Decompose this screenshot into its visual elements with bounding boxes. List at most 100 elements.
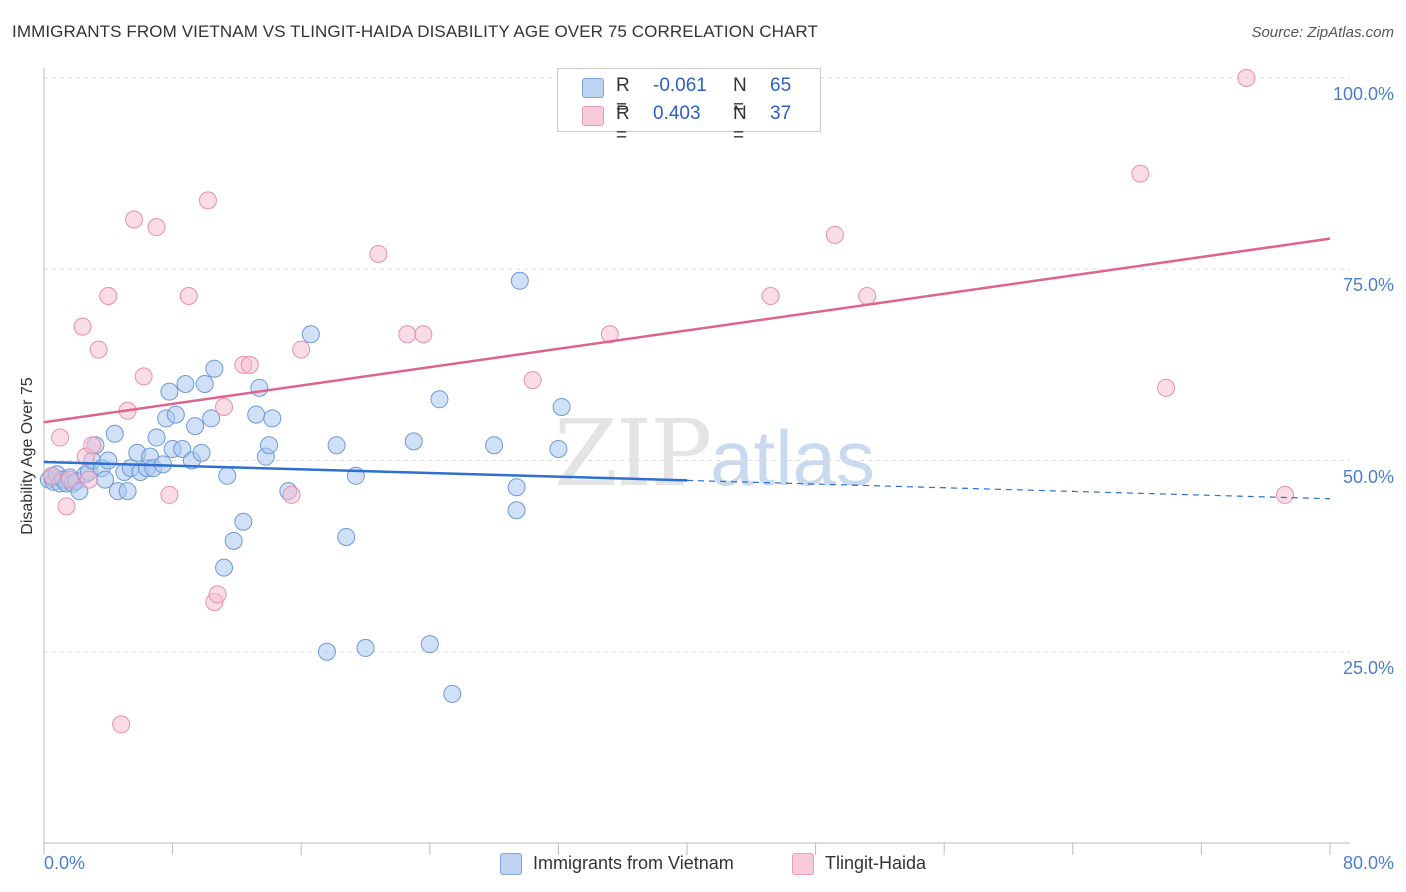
bottom-legend-label-vietnam: Immigrants from Vietnam: [533, 853, 734, 873]
data-point: [179, 287, 198, 306]
series-vietnam-points: [39, 271, 571, 703]
data-point: [523, 371, 542, 390]
data-point: [1131, 164, 1150, 183]
trend-lines: [43, 237, 1331, 500]
data-point: [430, 390, 449, 409]
data-point: [825, 225, 844, 244]
data-point: [301, 325, 320, 344]
data-point: [510, 271, 529, 290]
data-point: [176, 375, 195, 393]
bottom-legend-swatch-vietnam: [500, 853, 522, 875]
legend-swatch-vietnam: [582, 78, 604, 98]
data-point: [218, 466, 237, 485]
data-point: [282, 485, 301, 504]
data-point: [112, 715, 131, 734]
data-point: [600, 325, 619, 344]
legend-r-label: R =: [616, 103, 630, 146]
data-point: [147, 428, 166, 447]
data-point: [205, 359, 224, 378]
y-tick-label: 50.0%: [1342, 466, 1394, 487]
data-point: [485, 436, 504, 455]
y-tick-label: 100.0%: [1332, 84, 1394, 104]
legend-n-value: 65: [770, 75, 792, 96]
data-point: [125, 210, 144, 229]
data-point: [99, 451, 118, 470]
data-point: [858, 287, 877, 306]
y-tick-label: 25.0%: [1342, 657, 1394, 678]
legend-n-value: 37: [770, 103, 792, 124]
data-point: [1275, 485, 1294, 504]
data-point: [215, 558, 234, 577]
data-point: [263, 409, 282, 428]
watermark: ZIPatlas: [554, 400, 875, 507]
data-point: [224, 531, 243, 550]
data-point: [507, 478, 526, 497]
data-point: [192, 443, 211, 462]
data-point: [208, 585, 227, 604]
data-point: [369, 244, 388, 263]
data-point: [173, 440, 192, 459]
bottom-legend-label-tlingit: Tlingit-Haida: [825, 853, 927, 873]
data-point: [60, 470, 79, 489]
data-point: [160, 382, 179, 401]
data-point: [99, 287, 118, 306]
y-axis-title: Disability Age Over 75: [19, 377, 36, 535]
data-point: [1157, 378, 1176, 397]
data-point: [552, 397, 571, 416]
chart-source: Source: ZipAtlas.com: [1251, 24, 1394, 41]
data-point: [202, 409, 221, 428]
data-point: [317, 642, 336, 661]
trend-line-1: [43, 237, 1331, 424]
data-point: [70, 482, 89, 501]
data-point: [83, 436, 102, 455]
data-point: [247, 405, 266, 424]
data-point: [327, 436, 346, 455]
data-point: [260, 436, 279, 455]
data-point: [356, 638, 375, 657]
x-tick-max: 80.0%: [1342, 853, 1394, 873]
data-point: [761, 287, 780, 306]
data-point: [404, 432, 423, 451]
legend-r-value: 0.403: [653, 103, 701, 124]
watermark-zip: ZIP: [554, 400, 712, 507]
legend-n-label: N =: [733, 75, 747, 118]
data-point: [105, 424, 124, 443]
data-point: [147, 218, 166, 237]
data-point: [89, 340, 108, 359]
data-point: [215, 397, 234, 416]
data-point: [549, 440, 568, 459]
data-point: [398, 325, 417, 344]
data-point: [292, 340, 311, 359]
legend-r-label: R =: [616, 75, 630, 118]
data-point: [198, 191, 217, 210]
data-point: [134, 367, 153, 386]
data-point: [73, 317, 92, 336]
trend-line-extension-0: [686, 479, 1331, 500]
data-point: [118, 482, 137, 501]
axes: [43, 68, 1350, 855]
y-tick-label: 75.0%: [1342, 275, 1394, 296]
data-point: [250, 378, 269, 397]
legend-n-label: N =: [733, 103, 747, 146]
chart-title: IMMIGRANTS FROM VIETNAM VS TLINGIT-HAIDA…: [12, 22, 818, 41]
data-point: [80, 470, 99, 489]
watermark-atlas: atlas: [710, 414, 875, 502]
data-point: [443, 684, 462, 703]
trend-line-0: [43, 460, 688, 482]
data-point: [337, 528, 356, 546]
data-point: [160, 485, 179, 504]
bottom-legend-swatch-tlingit: [792, 853, 814, 875]
data-point: [420, 635, 439, 654]
data-point: [166, 405, 185, 424]
legend-r-value: -0.061: [653, 75, 707, 96]
correlation-legend: R = -0.061 N = 65 R = 0.403 N = 37: [557, 68, 821, 146]
legend-swatch-tlingit: [582, 106, 604, 126]
x-tick-min: 0.0%: [44, 853, 86, 873]
data-point: [507, 501, 526, 520]
series-tlingit-points: [43, 69, 1294, 734]
data-point: [195, 375, 214, 393]
data-point: [1237, 69, 1256, 87]
data-point: [414, 325, 433, 344]
data-point: [43, 466, 62, 485]
